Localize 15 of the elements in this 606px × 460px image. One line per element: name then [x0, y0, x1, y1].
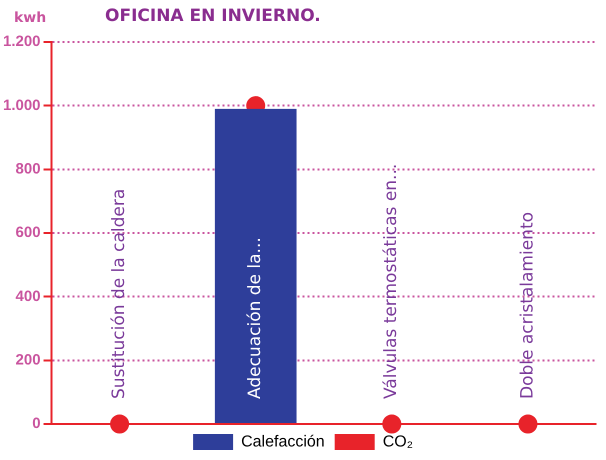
y-tick-label: 0: [32, 415, 41, 432]
legend-label: Calefacción: [241, 433, 325, 450]
x-tick-label: Adecuación de la...: [245, 237, 266, 399]
legend-label: CO₂: [382, 433, 413, 450]
y-tick-label: 200: [16, 351, 41, 368]
y-tick-label: 400: [16, 288, 41, 305]
y-tick-label: 1.000: [2, 96, 41, 114]
y-axis-title: kwh: [14, 10, 46, 26]
y-tick-label: 800: [16, 160, 41, 178]
y-tick-label: 1.200: [2, 33, 41, 50]
chart-title: OFICINA EN INVIERNO.: [105, 6, 321, 26]
x-tick-label: Doble acristalamiento: [517, 212, 538, 399]
x-tick-label: Sustitución de la caldera: [109, 188, 130, 399]
x-tick-label: Válvulas termostáticas en...: [381, 164, 402, 399]
y-tick-label: 600: [16, 224, 41, 242]
